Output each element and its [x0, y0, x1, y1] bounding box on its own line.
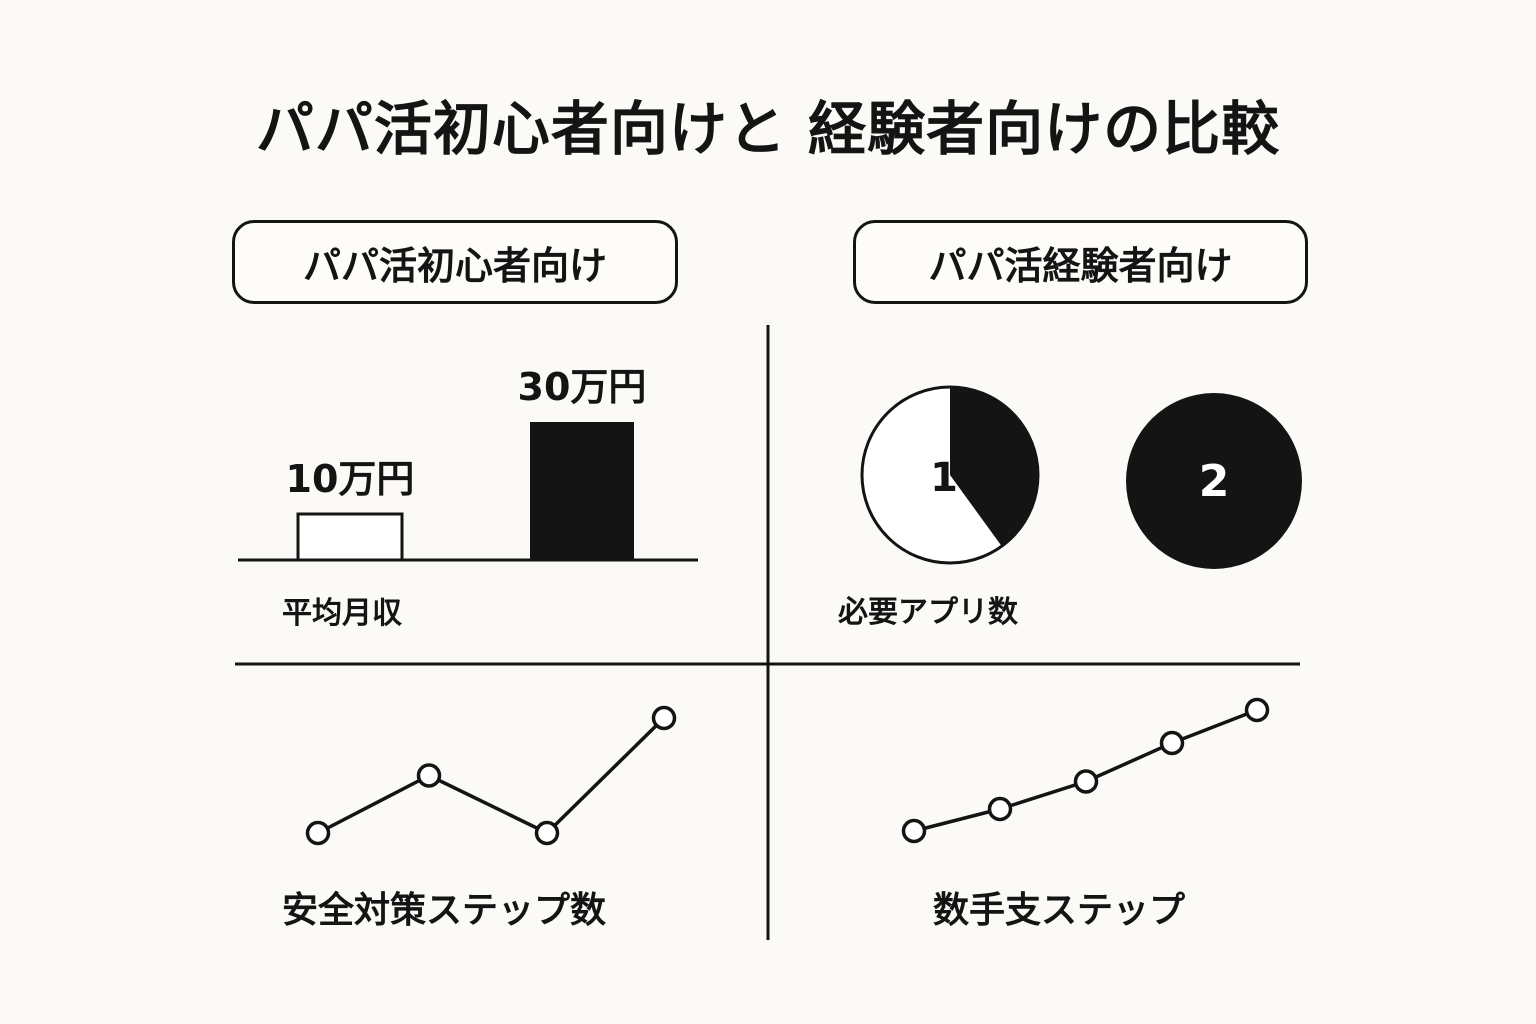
- pie-value-label: 1: [930, 455, 958, 501]
- safety-steps-chart: 安全対策ステップ数: [282, 705, 677, 931]
- beginner-header-label: パパ活初心者向け: [302, 243, 607, 288]
- pie-filled-circle: [1126, 393, 1302, 569]
- data-point: [305, 820, 331, 846]
- experienced-header: パパ活経験者向け: [853, 220, 1308, 304]
- line-chart-label-safety: 安全対策ステップ数: [282, 889, 606, 931]
- pie-chart-label: 必要アプリ数: [838, 595, 1019, 630]
- line-chart-label-steps: 数手支ステップ: [933, 890, 1185, 931]
- bar-value-label: 10万円: [286, 457, 415, 501]
- bar-1: [296, 512, 404, 562]
- pie-slice: [950, 387, 1038, 547]
- data-point: [1073, 769, 1099, 794]
- page-title: パパ活初心者向けと 経験者向けの比較: [255, 95, 1281, 163]
- data-point: [416, 763, 442, 788]
- bar-value-label: 30万円: [518, 365, 647, 409]
- experienced-header-label: パパ活経験者向け: [928, 243, 1233, 288]
- bar-chart-label: 平均月収: [282, 596, 403, 631]
- bar-2: [530, 422, 634, 560]
- data-point: [901, 818, 927, 844]
- data-point: [651, 705, 677, 731]
- data-point: [987, 796, 1013, 822]
- data-point: [1244, 697, 1270, 723]
- data-point: [534, 820, 560, 846]
- app-count-chart: 1 2 必要アプリ数: [838, 385, 1302, 630]
- series-line: [317, 716, 666, 835]
- pie-value-label: 2: [1199, 456, 1230, 507]
- data-point: [1159, 730, 1185, 756]
- steps-chart: 数手支ステップ: [901, 697, 1270, 931]
- beginner-header: パパ活初心者向け: [232, 220, 678, 304]
